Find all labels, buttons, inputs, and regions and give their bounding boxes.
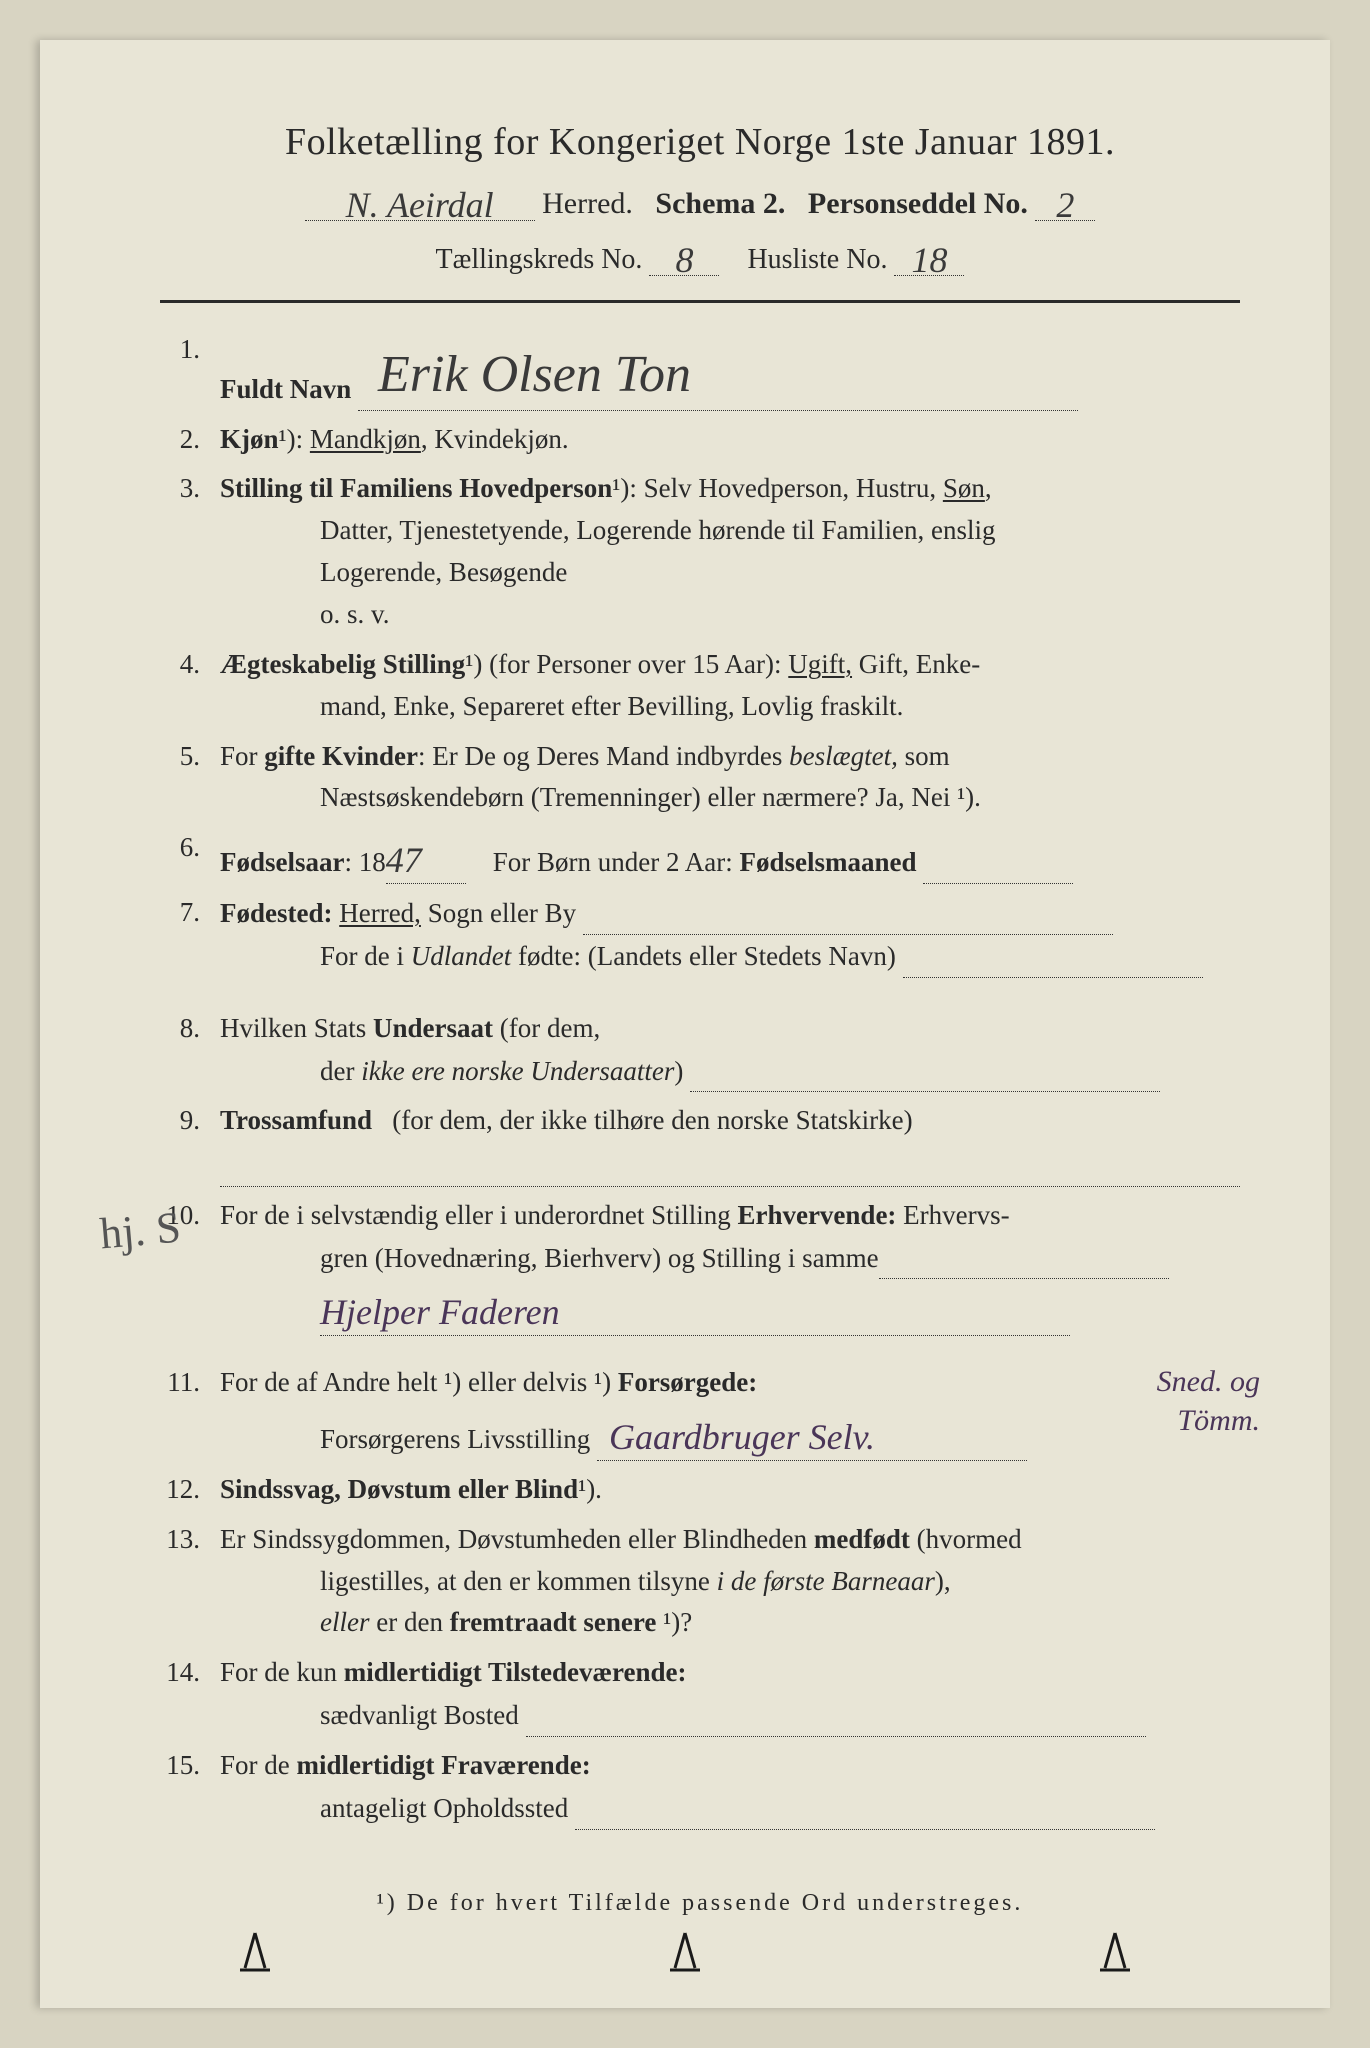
- census-form-page: Folketælling for Kongeriget Norge 1ste J…: [40, 40, 1330, 2008]
- header-line-3: Tællingskreds No. 8 Husliste No. 18: [160, 233, 1240, 276]
- form-title: Folketælling for Kongeriget Norge 1ste J…: [160, 120, 1240, 164]
- item-1: 1. Fuldt Navn Erik Olsen Ton: [160, 329, 1240, 411]
- item-10: 10. For de i selvstændig eller i underor…: [160, 1195, 1240, 1336]
- item-8: 8. Hvilken Stats Undersaat (for dem, der…: [160, 1008, 1240, 1093]
- item-number: 1.: [160, 329, 220, 411]
- item-number: 7.: [160, 892, 220, 978]
- kreds-no-field: 8: [649, 233, 719, 276]
- selected-option: Søn: [943, 473, 985, 503]
- item-number: 12.: [160, 1469, 220, 1511]
- selected-option: Ugift,: [788, 649, 852, 679]
- item-number: 8.: [160, 1008, 220, 1093]
- field-label: Sindssvag, Døvstum eller Blind: [220, 1474, 578, 1504]
- item-number: 11.: [160, 1362, 220, 1461]
- field-label: Forsørgede:: [618, 1367, 757, 1397]
- header-line-2: N. Aeirdal Herred. Schema 2. Personsedde…: [160, 178, 1240, 221]
- item-9: 9. Trossamfund (for dem, der ikke tilhør…: [160, 1100, 1240, 1186]
- field-label: Ægteskabelig Stilling: [220, 649, 465, 679]
- kreds-label: Tællingskreds No.: [436, 244, 643, 275]
- item-14: 14. For de kun midlertidigt Tilstedevære…: [160, 1652, 1240, 1737]
- footnote: ¹) De for hvert Tilfælde passende Ord un…: [160, 1890, 1240, 1917]
- item-3: 3. Stilling til Familiens Hovedperson¹):…: [160, 468, 1240, 635]
- item-number: 13.: [160, 1519, 220, 1645]
- item-5: 5. For gifte Kvinder: Er De og Deres Man…: [160, 736, 1240, 820]
- husliste-no-field: 18: [894, 233, 964, 276]
- field-label: Fødselsaar: [220, 847, 345, 877]
- birthplace-field: [583, 892, 1113, 935]
- provider-field: Gaardbruger Selv.: [597, 1404, 1027, 1461]
- birth-year-field: 47: [386, 827, 466, 884]
- form-header: Folketælling for Kongeriget Norge 1ste J…: [160, 120, 1240, 276]
- field-label: Kjøn: [220, 424, 279, 454]
- schema-label: Schema 2.: [655, 187, 785, 220]
- item-number: 6.: [160, 827, 220, 884]
- item-number: 5.: [160, 736, 220, 820]
- item-7: 7. Fødested: Herred, Sogn eller By For d…: [160, 892, 1240, 978]
- item-15: 15. For de midlertidigt Fraværende: anta…: [160, 1745, 1240, 1830]
- item-number: 14.: [160, 1652, 220, 1737]
- field-label: Erhvervende:: [737, 1200, 896, 1230]
- husliste-label: Husliste No.: [747, 244, 887, 275]
- right-margin-annotation: Sned. og Tömm.: [1157, 1362, 1260, 1440]
- field-label: gifte Kvinder: [264, 741, 418, 771]
- herred-label: Herred.: [542, 187, 633, 220]
- birth-month-field: [923, 841, 1073, 884]
- name-field: Erik Olsen Ton: [358, 329, 1078, 411]
- item-number: 2.: [160, 419, 220, 461]
- personseddel-no-field: 2: [1035, 178, 1095, 221]
- selected-option: Mandkjøn: [310, 424, 421, 454]
- archive-mark-icon: [1085, 1928, 1145, 1978]
- item-number: 15.: [160, 1745, 220, 1830]
- field-label: Fødested:: [220, 898, 332, 928]
- item-number: 4.: [160, 644, 220, 728]
- item-6: 6. Fødselsaar: 1847 For Børn under 2 Aar…: [160, 827, 1240, 884]
- item-11: 11. For de af Andre helt ¹) eller delvis…: [160, 1362, 1240, 1461]
- item-2: 2. Kjøn¹): Mandkjøn, Kvindekjøn.: [160, 419, 1240, 461]
- item-13: 13. Er Sindssygdommen, Døvstumheden elle…: [160, 1519, 1240, 1645]
- archive-marks: [40, 1928, 1330, 1978]
- selected-option: Herred,: [339, 898, 421, 928]
- field-label: midlertidigt Tilstedeværende:: [344, 1657, 687, 1687]
- personseddel-label: Personseddel No.: [808, 187, 1028, 220]
- item-number: 3.: [160, 468, 220, 635]
- field-label: Trossamfund: [220, 1105, 372, 1135]
- item-12: 12. Sindssvag, Døvstum eller Blind¹).: [160, 1469, 1240, 1511]
- archive-mark-icon: [225, 1928, 285, 1978]
- margin-annotation: hj. S: [98, 1202, 183, 1260]
- item-number: 9.: [160, 1100, 220, 1186]
- header-rule: [160, 300, 1240, 303]
- herred-field: N. Aeirdal: [305, 178, 535, 221]
- field-label: Fuldt Navn: [220, 374, 351, 404]
- field-label: Stilling til Familiens Hovedperson: [220, 473, 612, 503]
- archive-mark-icon: [655, 1928, 715, 1978]
- field-label: Undersaat: [373, 1013, 493, 1043]
- field-label: midlertidigt Fraværende:: [297, 1750, 591, 1780]
- field-label: medfødt: [814, 1524, 910, 1554]
- occupation-field: Hjelper Faderen: [320, 1279, 1070, 1336]
- item-4: 4. Ægteskabelig Stilling¹) (for Personer…: [160, 644, 1240, 728]
